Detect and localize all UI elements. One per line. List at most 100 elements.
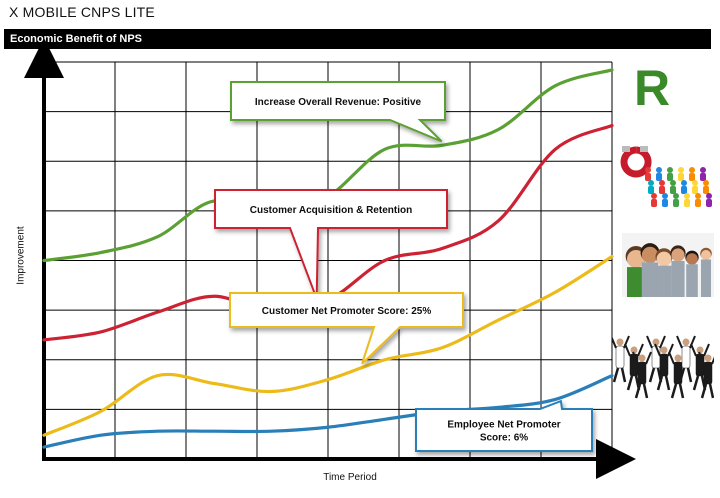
person-figure: [706, 193, 712, 199]
person-figure: [689, 173, 695, 181]
employee-figure: [652, 338, 660, 346]
employee-figure: [670, 383, 678, 399]
person-figure: [692, 180, 698, 186]
customer-face: [641, 246, 659, 264]
magnet-people-icon: [620, 146, 712, 207]
person-figure: [684, 199, 690, 207]
customer-face: [627, 250, 645, 268]
person-figure: [645, 167, 651, 173]
person-figure: [670, 186, 676, 194]
employee-figure: [645, 351, 652, 365]
series-line-3: [42, 374, 614, 449]
person-figure: [656, 167, 662, 173]
person-figure: [681, 186, 687, 194]
employee-figure: [678, 383, 685, 399]
person-figure: [659, 186, 665, 194]
grid: [44, 61, 613, 459]
customer-face: [656, 265, 672, 297]
employee-figure: [637, 343, 644, 357]
employee-figure: [674, 354, 682, 362]
person-figure: [648, 186, 654, 194]
employee-figure: [659, 353, 669, 377]
employee-figure: [630, 346, 638, 354]
employee-figure: [626, 375, 634, 391]
person-figure: [651, 193, 657, 199]
person-figure: [651, 199, 657, 207]
employee-figure: [700, 383, 708, 399]
page-title: X MOBILE CNPS LITE: [9, 4, 155, 20]
employee-figure: [615, 345, 625, 369]
employee-figure: [651, 345, 661, 369]
series-line-2: [42, 254, 614, 437]
callout-2: Customer Net Promoter Score: 25%: [229, 292, 464, 365]
person-figure: [667, 173, 673, 181]
employee-figure: [620, 367, 627, 383]
callout-0: Increase Overall Revenue: Positive: [230, 81, 446, 143]
employee-figure: [703, 343, 710, 357]
callout-box: [415, 399, 593, 452]
employee-figure: [704, 354, 712, 362]
person-figure: [670, 180, 676, 186]
employee-figure: [676, 335, 683, 349]
customer-face: [701, 250, 711, 260]
callout-label: Employee Net Promoter: [447, 420, 560, 431]
employee-figure: [616, 338, 624, 346]
customer-face: [686, 264, 698, 297]
person-figure: [681, 180, 687, 186]
employee-figure: [664, 375, 671, 391]
employee-figure: [695, 353, 705, 377]
employee-figure: [646, 335, 653, 349]
employee-figure: [711, 356, 714, 365]
employee-figure: [681, 345, 691, 369]
customer-face: [671, 248, 685, 262]
person-figure: [689, 167, 695, 173]
callout-1: Customer Acquisition & Retention: [214, 189, 448, 299]
customer-face: [686, 253, 698, 265]
person-figure: [695, 193, 701, 199]
employee-figure: [686, 367, 693, 383]
person-figure: [692, 186, 698, 194]
callout-label: Customer Net Promoter Score: 25%: [262, 306, 432, 317]
employee-figure: [612, 367, 620, 383]
person-figure: [667, 167, 673, 173]
person-figure: [659, 180, 665, 186]
employee-figure: [668, 351, 675, 365]
employee-figure: [612, 335, 617, 349]
callout-3: Employee Net Promoter Score: 6%: [415, 399, 593, 452]
person-figure: [678, 173, 684, 181]
employee-figure: [634, 383, 642, 399]
callout-layer: Increase Overall Revenue: Positive Custom…: [214, 81, 593, 452]
employee-figure: [624, 343, 631, 357]
employee-figure: [708, 383, 714, 399]
employee-figure: [629, 353, 639, 377]
person-figure: [706, 199, 712, 207]
employee-figure: [660, 346, 668, 354]
person-figure: [703, 180, 709, 186]
callout-box: [229, 292, 464, 365]
x-axis-label: Time Period: [323, 472, 377, 483]
callout-label: Customer Acquisition & Retention: [250, 205, 412, 216]
person-figure: [700, 167, 706, 173]
revenue-logo-icon: R: [634, 60, 671, 116]
person-figure: [673, 199, 679, 207]
person-figure: [678, 167, 684, 173]
person-figure: [662, 193, 668, 199]
employee-figure: [696, 346, 704, 354]
employee-figure: [654, 343, 661, 357]
callout-label: Score: 6%: [480, 433, 528, 444]
person-figure: [700, 173, 706, 181]
employee-figure: [642, 383, 649, 399]
customer-face: [701, 259, 711, 297]
customer-face: [641, 262, 659, 297]
customer-face: [627, 267, 645, 297]
person-figure: [703, 186, 709, 194]
person-figure: [645, 173, 651, 181]
employee-figure: [698, 351, 705, 365]
celebrating-employees-icon: [612, 335, 714, 399]
person-figure: [695, 199, 701, 207]
employee-figure: [648, 367, 656, 383]
happy-customers-icon: [622, 233, 714, 297]
employee-figure: [659, 335, 666, 349]
customer-face: [671, 260, 685, 297]
